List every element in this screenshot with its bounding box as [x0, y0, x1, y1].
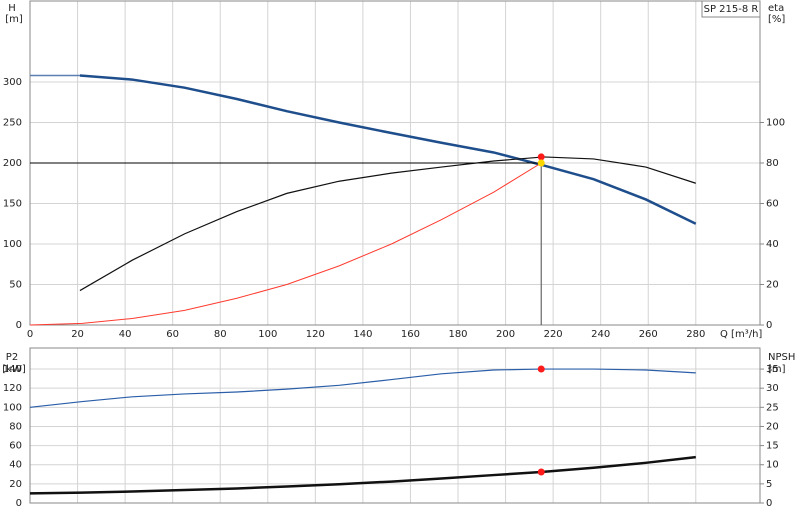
y2-axis-label: NPSH	[768, 352, 795, 363]
y2-tick-label: 25	[766, 402, 779, 413]
plot-frame	[29, 347, 761, 504]
y-axis-unit: [kW]	[2, 364, 26, 375]
curve	[29, 162, 542, 326]
y2-tick-label: 60	[766, 199, 779, 210]
y2-tick-label: 40	[766, 239, 779, 250]
curve	[29, 368, 696, 408]
curve	[79, 74, 697, 225]
y-tick-label: 60	[9, 441, 22, 452]
y2-tick-label: 20	[766, 280, 779, 291]
x-tick-label: 280	[686, 329, 705, 340]
y2-tick-label: 20	[766, 421, 779, 432]
y2-axis-unit: [m]	[768, 364, 786, 375]
x-tick-label: 200	[496, 329, 515, 340]
x-tick-label: 240	[591, 329, 610, 340]
y-tick-label: 250	[3, 118, 22, 129]
curve	[79, 156, 696, 292]
y2-tick-label: 15	[766, 441, 779, 452]
x-tick-label: 120	[306, 329, 325, 340]
x-tick-label: 100	[258, 329, 277, 340]
x-tick-label: 160	[401, 329, 420, 340]
title: SP 215-8 R	[704, 4, 759, 15]
curve	[29, 455, 696, 495]
y-axis-label: H	[8, 3, 16, 14]
y2-tick-label: 30	[766, 383, 779, 394]
y-tick-label: 80	[9, 421, 22, 432]
duty-point	[537, 159, 545, 167]
y2-tick-label: 80	[766, 158, 779, 169]
y-tick-label: 100	[3, 239, 22, 250]
duty-point	[537, 468, 545, 476]
y-tick-label: 140	[3, 364, 22, 375]
y2-tick-label: 10	[766, 460, 779, 471]
y-tick-label: 0	[16, 320, 22, 331]
y2-tick-label: 0	[766, 498, 772, 509]
x-tick-label: 140	[353, 329, 372, 340]
y2-axis-unit: [%]	[768, 14, 785, 25]
x-tick-label: 180	[448, 329, 467, 340]
y2-tick-label: 35	[766, 364, 779, 375]
y-axis-unit: [m]	[5, 14, 23, 25]
x-tick-label: 20	[71, 329, 84, 340]
y2-tick-label: 0	[766, 320, 772, 331]
y-axis-label: P2	[6, 352, 18, 363]
y2-axis-label: eta	[768, 3, 784, 14]
x-axis-label: Q [m³/h]	[720, 329, 762, 340]
y-tick-label: 120	[3, 383, 22, 394]
y-tick-label: 200	[3, 158, 22, 169]
y-tick-label: 0	[16, 498, 22, 509]
x-tick-label: 220	[544, 329, 563, 340]
duty-point	[537, 153, 545, 161]
y2-tick-label: 5	[766, 479, 772, 490]
y-tick-label: 50	[9, 280, 22, 291]
x-tick-label: 80	[214, 329, 227, 340]
y-tick-label: 300	[3, 77, 22, 88]
x-tick-label: 60	[166, 329, 179, 340]
x-tick-label: 0	[27, 329, 33, 340]
duty-point	[537, 365, 545, 373]
y2-tick-label: 100	[766, 118, 785, 129]
y-tick-label: 20	[9, 479, 22, 490]
x-tick-label: 40	[119, 329, 132, 340]
y-tick-label: 100	[3, 402, 22, 413]
y-tick-label: 40	[9, 460, 22, 471]
x-tick-label: 260	[639, 329, 658, 340]
title-box	[701, 0, 761, 18]
y-tick-label: 150	[3, 199, 22, 210]
